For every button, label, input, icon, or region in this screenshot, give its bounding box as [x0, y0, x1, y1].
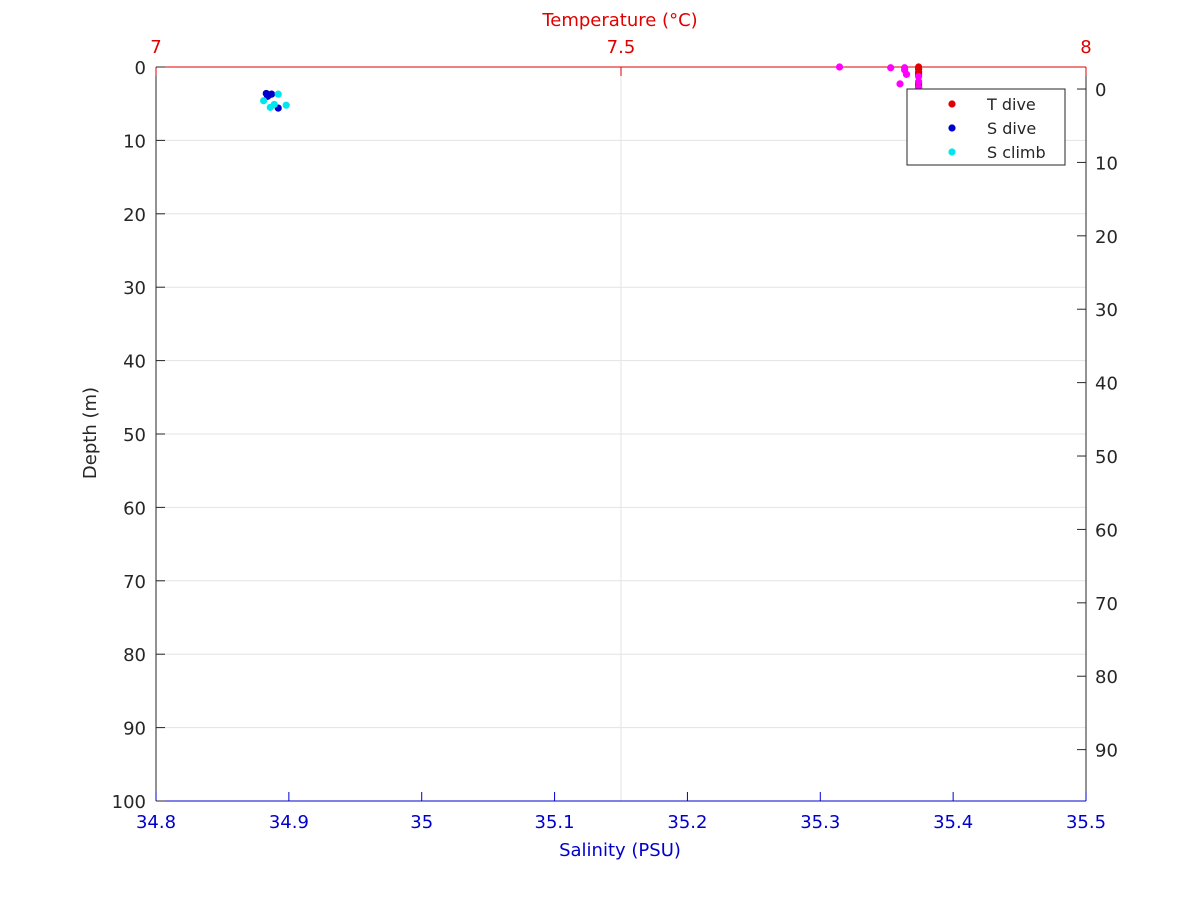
- x-top-tick-label: 7.5: [607, 37, 636, 58]
- legend-entry-label: T dive: [986, 95, 1036, 114]
- y-left-tick-label: 60: [123, 498, 146, 519]
- y-right-tick-label: 60: [1095, 520, 1118, 541]
- x-top-tick-label: 8: [1080, 37, 1091, 58]
- legend-box: [906, 88, 1066, 166]
- legend-entry-label: S dive: [987, 119, 1036, 138]
- y-left-tick-label: 10: [123, 131, 146, 152]
- x-bottom-tick-label: 34.9: [269, 812, 309, 833]
- x-bottom-tick-label: 35.1: [535, 812, 575, 833]
- y-left-tick-label: 70: [123, 572, 146, 593]
- data-point: [887, 64, 895, 72]
- data-point: [263, 92, 272, 100]
- y-right-tick-label: 50: [1095, 447, 1118, 468]
- x-top-tick-label: 7: [150, 37, 161, 58]
- y-right-tick-label: 40: [1095, 374, 1118, 395]
- y-left-tick-label: 20: [123, 205, 146, 226]
- x-bottom-tick-label: 35.3: [800, 812, 840, 833]
- data-point: [835, 63, 844, 71]
- y-right-tick-label: 10: [1095, 153, 1118, 174]
- data-point: [282, 101, 290, 109]
- y-right-tick-label: 70: [1095, 594, 1118, 615]
- data-point: [270, 100, 278, 109]
- data-point: [914, 78, 923, 86]
- y-right-tick-label: 20: [1095, 227, 1118, 248]
- y-right-tick-label: 90: [1095, 741, 1118, 762]
- legend: T dive S dive S climb: [906, 88, 1066, 166]
- data-point: [260, 97, 268, 105]
- x-axis-top-title: Temperature (°C): [541, 10, 697, 31]
- x-bottom-tick-label: 35.5: [1066, 812, 1106, 833]
- y-left-tick-label: 100: [112, 792, 146, 813]
- data-point: [274, 90, 282, 98]
- x-bottom-tick-label: 35: [410, 812, 433, 833]
- legend-marker: [948, 124, 956, 132]
- grid: [155, 66, 1087, 802]
- y-left-tick-label: 0: [135, 58, 146, 79]
- legend-marker: [948, 100, 956, 108]
- y-right-tick-label: 80: [1095, 667, 1118, 688]
- data-point: [902, 70, 911, 78]
- y-left-tick-label: 50: [123, 425, 146, 446]
- axes: 34.8 34.9 35 35.1 35.2 35.3 35.4 35.57 7.5 801020…: [112, 37, 1118, 833]
- x-axis-bottom-title: Salinity (PSU): [559, 840, 681, 861]
- series-s-climb: [260, 90, 290, 111]
- series-unlabeled-1: [835, 63, 923, 92]
- legend-marker: [948, 148, 956, 156]
- y-right-tick-label: 30: [1095, 300, 1118, 321]
- y-left-tick-label: 30: [123, 278, 146, 299]
- y-right-tick-label: 0: [1095, 80, 1106, 101]
- y-left-tick-label: 90: [123, 719, 146, 740]
- x-bottom-tick-label: 35.4: [933, 812, 973, 833]
- x-bottom-tick-label: 35.2: [667, 812, 707, 833]
- x-bottom-tick-label: 34.8: [136, 812, 176, 833]
- y-axis-title: Depth (m): [80, 387, 101, 479]
- legend-entry-label: S climb: [987, 143, 1046, 162]
- y-left-tick-label: 40: [123, 352, 146, 373]
- y-left-tick-label: 80: [123, 645, 146, 666]
- data-point: [896, 80, 904, 88]
